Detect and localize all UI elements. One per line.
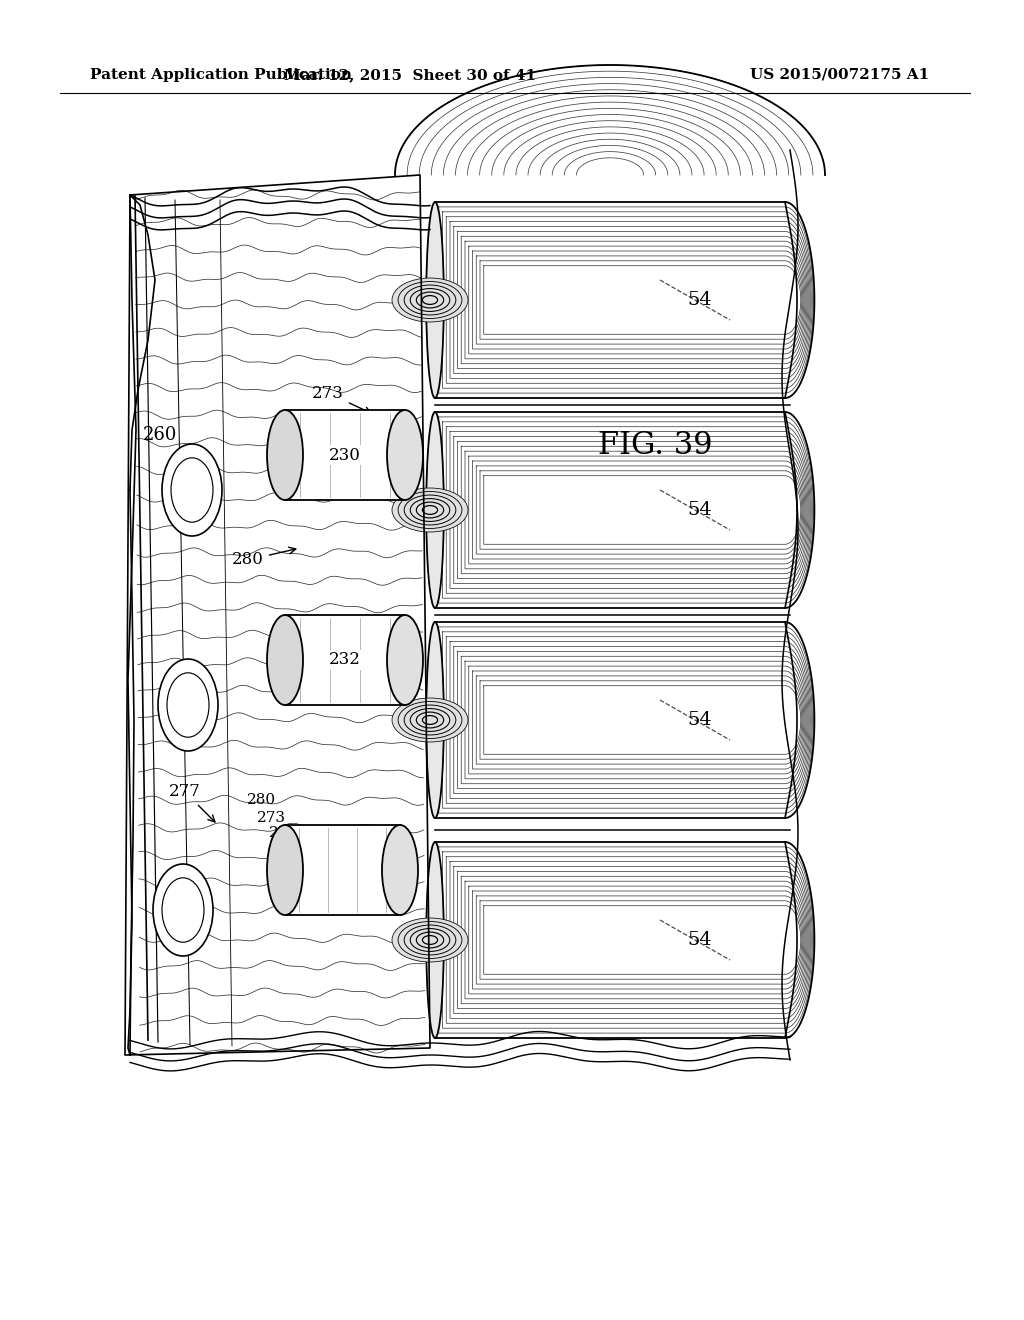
Text: 54: 54 [688,931,713,949]
Ellipse shape [392,917,468,962]
Ellipse shape [426,202,443,399]
Ellipse shape [267,411,303,500]
Text: 273: 273 [312,384,371,413]
Polygon shape [435,842,814,1038]
Text: 54: 54 [688,711,713,729]
Text: FIG. 39: FIG. 39 [598,429,713,461]
Text: US 2015/0072175 A1: US 2015/0072175 A1 [750,69,929,82]
Text: 280: 280 [232,548,296,569]
Text: 280: 280 [247,793,275,807]
Ellipse shape [387,615,423,705]
Ellipse shape [153,865,213,956]
Text: 54: 54 [688,502,713,519]
Ellipse shape [426,842,443,1038]
Bar [285,411,406,500]
Polygon shape [125,176,430,1055]
Text: 260: 260 [142,426,211,467]
Ellipse shape [382,825,418,915]
Text: 230: 230 [329,446,360,463]
Ellipse shape [387,411,423,500]
Text: 273: 273 [256,810,286,825]
Text: 277: 277 [169,784,215,822]
Ellipse shape [426,412,443,609]
Text: Patent Application Publication: Patent Application Publication [90,69,352,82]
Polygon shape [435,622,814,818]
Text: 232: 232 [329,652,360,668]
Polygon shape [435,202,814,399]
Text: 276: 276 [269,826,299,840]
Ellipse shape [426,622,443,818]
Bar [285,825,400,915]
Ellipse shape [392,488,468,532]
Ellipse shape [158,659,218,751]
Ellipse shape [267,615,303,705]
Polygon shape [435,412,814,609]
Text: Mar. 12, 2015  Sheet 30 of 41: Mar. 12, 2015 Sheet 30 of 41 [284,69,536,82]
Ellipse shape [392,279,468,322]
Ellipse shape [267,825,303,915]
Text: 54: 54 [688,290,713,309]
Ellipse shape [392,698,468,742]
Bar [285,615,406,705]
Ellipse shape [162,444,222,536]
